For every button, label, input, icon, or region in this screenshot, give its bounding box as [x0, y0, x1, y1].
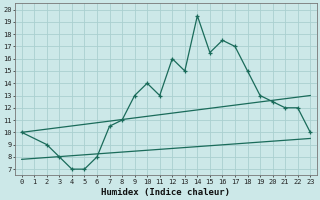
X-axis label: Humidex (Indice chaleur): Humidex (Indice chaleur)	[101, 188, 230, 197]
